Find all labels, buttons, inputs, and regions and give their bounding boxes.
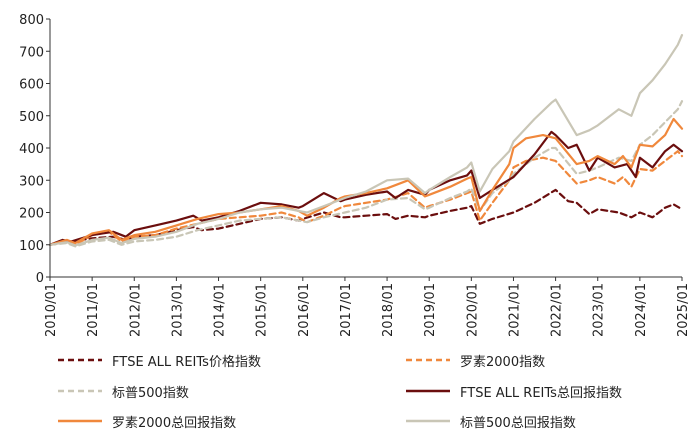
legend-item: FTSE ALL REITs价格指数 — [56, 348, 261, 372]
x-tick-label: 2019/01 — [423, 283, 438, 337]
y-axis-ticks: 0 100 200 300 400 500 600 700 800 — [19, 13, 50, 286]
legend-label: 标普500指数 — [112, 385, 189, 401]
x-tick-label: 2017/01 — [339, 283, 354, 337]
y-tick-label: 200 — [19, 207, 44, 222]
x-tick-label: 2013/01 — [170, 283, 185, 337]
x-tick-label: 2021/01 — [507, 283, 522, 337]
x-tick-label: 2012/01 — [128, 283, 143, 337]
series-line-3 — [48, 100, 684, 248]
y-tick-label: 800 — [19, 13, 44, 28]
series-line-6 — [48, 34, 684, 247]
legend-item: FTSE ALL REITs总回报指数 — [404, 379, 622, 403]
y-tick-label: 600 — [19, 78, 44, 93]
y-tick-label: 700 — [19, 45, 44, 60]
legend-item: 标普500指数 — [56, 379, 189, 403]
legend-swatch — [58, 358, 102, 362]
legend-item: 标普500总回报指数 — [404, 409, 576, 433]
y-tick-label: 500 — [19, 110, 44, 125]
x-tick-label: 2025/01 — [676, 283, 691, 337]
legend-item: 罗素2000总回报指数 — [56, 409, 236, 433]
legend-swatch — [58, 419, 102, 423]
y-tick-label: 400 — [19, 142, 44, 157]
legend-swatch — [406, 358, 450, 362]
x-tick-label: 2018/01 — [381, 283, 396, 337]
legend-label: FTSE ALL REITs价格指数 — [112, 354, 261, 370]
x-axis-ticks: 2010/01 2011/01 2012/01 2013/01 2014/01 2015/… — [44, 277, 691, 337]
series-line-4 — [48, 130, 684, 246]
series-line-5 — [48, 117, 684, 246]
series-line-2 — [48, 150, 684, 246]
y-tick-label: 300 — [19, 174, 44, 189]
legend-label: 罗素2000指数 — [460, 354, 546, 370]
legend-swatch — [406, 419, 450, 423]
x-tick-label: 2024/01 — [634, 283, 649, 337]
legend-label: FTSE ALL REITs总回报指数 — [460, 385, 622, 401]
x-tick-label: 2020/01 — [465, 283, 480, 337]
x-tick-label: 2022/01 — [550, 283, 565, 337]
x-tick-label: 2015/01 — [255, 283, 270, 337]
chart-legend: FTSE ALL REITs价格指数 罗素2000指数标普500指数 FTSE AL… — [0, 344, 700, 443]
line-chart: 0 100 200 300 400 500 600 700 800 2010/01 2011/01… — [19, 13, 691, 337]
legend-label: 标普500总回报指数 — [460, 415, 576, 431]
plot-area — [48, 34, 684, 248]
y-tick-label: 0 — [36, 271, 44, 286]
legend-item: 罗素2000指数 — [404, 348, 545, 372]
x-tick-label: 2023/01 — [592, 283, 607, 337]
y-tick-label: 100 — [19, 239, 44, 254]
x-tick-label: 2010/01 — [44, 283, 59, 337]
legend-swatch — [58, 389, 102, 393]
legend-label: 罗素2000总回报指数 — [112, 415, 237, 431]
x-tick-label: 2016/01 — [297, 283, 312, 337]
legend-swatch — [406, 389, 450, 393]
x-tick-label: 2011/01 — [86, 283, 101, 337]
x-tick-label: 2014/01 — [213, 283, 228, 337]
